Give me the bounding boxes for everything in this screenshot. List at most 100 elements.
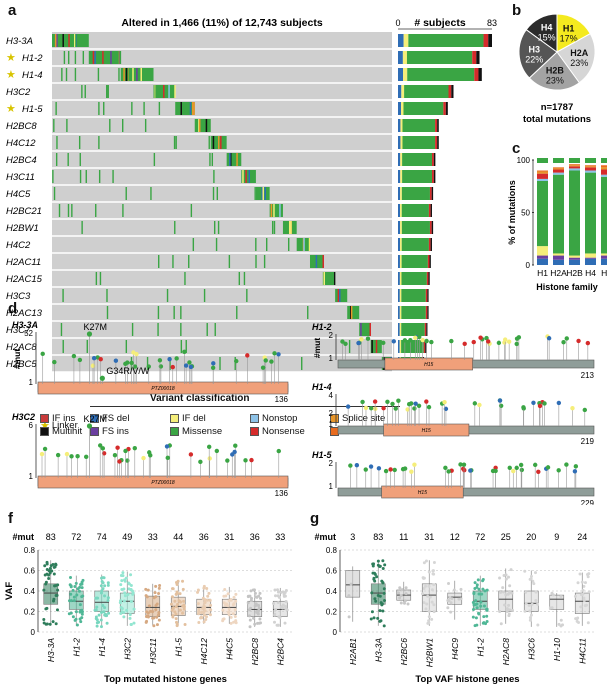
bar-segment bbox=[537, 173, 548, 179]
data-point bbox=[208, 613, 212, 617]
data-point bbox=[80, 586, 84, 590]
mutation-cell bbox=[78, 136, 81, 149]
data-point bbox=[44, 607, 48, 611]
mutation-cell bbox=[211, 153, 214, 166]
legend-item: Missense bbox=[170, 426, 222, 437]
data-point bbox=[231, 612, 235, 616]
data-point bbox=[573, 594, 577, 598]
bar-segment bbox=[601, 165, 607, 168]
mutation-cell bbox=[112, 170, 114, 183]
lollipop-head bbox=[260, 365, 266, 370]
data-point bbox=[252, 616, 256, 620]
subject-bar-segment bbox=[429, 187, 432, 200]
data-point bbox=[507, 603, 511, 607]
box bbox=[549, 594, 565, 610]
count-value: 31 bbox=[424, 532, 434, 542]
data-point bbox=[273, 588, 277, 592]
data-point bbox=[482, 604, 486, 608]
data-point bbox=[196, 602, 200, 606]
data-point bbox=[209, 608, 213, 612]
data-point bbox=[480, 592, 484, 596]
subject-bar bbox=[398, 272, 430, 285]
pie-slice-percent: 23% bbox=[570, 58, 588, 68]
lollipop-head bbox=[188, 452, 194, 457]
lollipop-head bbox=[478, 335, 483, 340]
mutation-cell bbox=[89, 51, 91, 64]
mutation-cell bbox=[150, 187, 152, 200]
data-point bbox=[425, 602, 429, 606]
domain-label: H15 bbox=[424, 362, 433, 368]
mutation-cell bbox=[192, 238, 195, 251]
mutation-cell bbox=[125, 68, 128, 81]
data-point bbox=[432, 583, 436, 587]
data-point bbox=[144, 587, 148, 591]
data-point bbox=[277, 595, 281, 599]
mutation-cell bbox=[155, 85, 157, 98]
mutation-cell bbox=[174, 85, 176, 98]
mutation-cell bbox=[102, 51, 104, 64]
gene-label: H3C3 bbox=[6, 291, 31, 302]
data-point bbox=[404, 592, 408, 596]
legend-label: Splice site bbox=[342, 413, 386, 424]
data-point bbox=[152, 624, 156, 628]
gene-label: H2BC5 bbox=[6, 359, 37, 370]
mutation-cell bbox=[198, 119, 200, 132]
data-point bbox=[347, 594, 351, 598]
data-point bbox=[528, 618, 532, 622]
bar-segment bbox=[585, 167, 596, 171]
data-point bbox=[72, 595, 76, 599]
data-point bbox=[101, 587, 105, 591]
data-point bbox=[275, 623, 279, 627]
mutation-cell bbox=[109, 119, 111, 132]
bar-cap bbox=[537, 158, 548, 163]
data-point bbox=[376, 559, 380, 563]
protein-domain bbox=[37, 475, 289, 489]
protein-gene-label: H3C2 bbox=[12, 412, 35, 422]
data-point bbox=[479, 600, 483, 604]
star-icon: ★ bbox=[40, 420, 50, 432]
mutation-cell bbox=[288, 238, 290, 251]
mutation-cell bbox=[219, 357, 221, 370]
data-point bbox=[404, 586, 408, 590]
mutation-cell bbox=[146, 357, 149, 370]
legend-swatch bbox=[250, 427, 259, 436]
count-value: 44 bbox=[173, 532, 183, 542]
subject-bar bbox=[398, 289, 429, 302]
data-point bbox=[106, 598, 110, 602]
data-point bbox=[183, 622, 187, 626]
lollipop-head bbox=[383, 468, 389, 474]
count-value: 3 bbox=[350, 532, 355, 542]
subject-bar-segment bbox=[398, 153, 401, 166]
subject-bar bbox=[398, 204, 432, 217]
pie-slice bbox=[556, 33, 596, 84]
gene-label: H2BC4 bbox=[6, 155, 37, 166]
subject-bar-segment bbox=[404, 85, 449, 98]
subject-bar-segment bbox=[401, 187, 430, 200]
data-point bbox=[44, 580, 48, 584]
lollipop-head bbox=[174, 356, 179, 361]
lollipop-head bbox=[348, 463, 353, 468]
data-point bbox=[253, 622, 257, 626]
data-point bbox=[123, 591, 127, 595]
data-point bbox=[507, 575, 511, 579]
data-point bbox=[119, 611, 123, 615]
mutation-cell bbox=[180, 323, 182, 336]
data-point bbox=[272, 602, 276, 606]
lollipop-head bbox=[148, 453, 153, 458]
lollipop-head bbox=[146, 364, 151, 369]
bar-segment bbox=[585, 170, 596, 173]
data-point bbox=[477, 592, 481, 596]
data-point bbox=[54, 562, 58, 566]
pie-slice-label: H2A bbox=[570, 48, 589, 58]
data-point bbox=[73, 584, 77, 588]
lollipop-head bbox=[263, 358, 268, 363]
mutation-cell bbox=[123, 68, 125, 81]
subject-bar-segment bbox=[400, 187, 402, 200]
mutation-cell bbox=[168, 85, 170, 98]
subject-bar-segment bbox=[399, 272, 402, 285]
data-point bbox=[582, 584, 586, 588]
bar-segment bbox=[537, 255, 548, 259]
y-tick-label: 0.8 bbox=[24, 546, 36, 555]
data-point bbox=[501, 590, 505, 594]
data-point bbox=[103, 613, 107, 617]
